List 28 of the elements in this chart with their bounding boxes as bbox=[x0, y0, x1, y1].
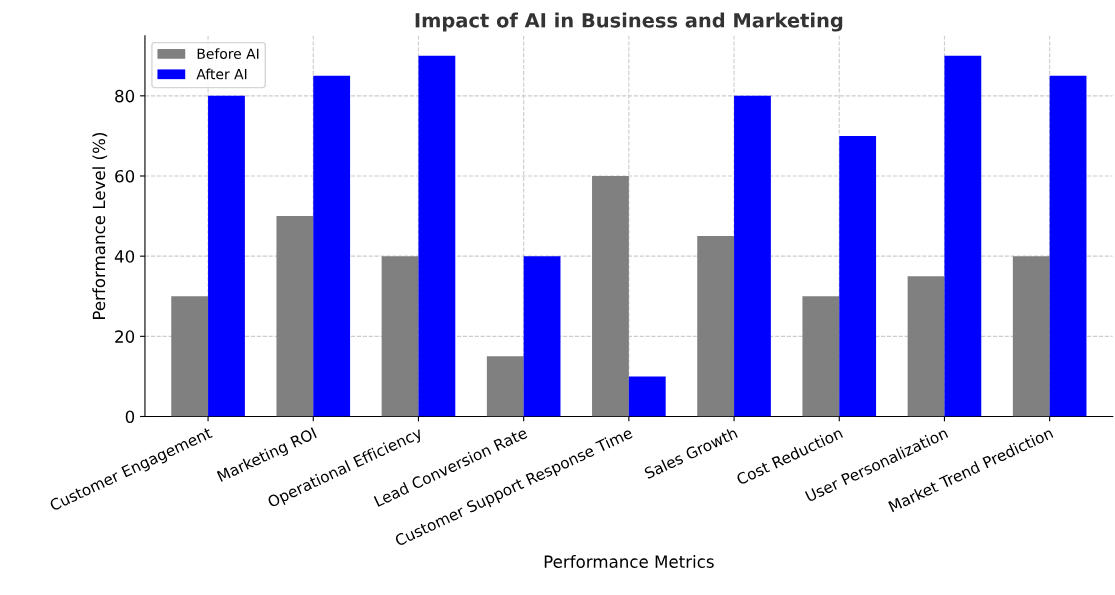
bar bbox=[907, 276, 945, 417]
y-tick-label: 60 bbox=[115, 169, 135, 183]
bar bbox=[418, 55, 456, 417]
bar bbox=[523, 256, 561, 417]
bar bbox=[734, 95, 771, 417]
bar bbox=[381, 256, 419, 417]
bar bbox=[839, 135, 877, 417]
bar bbox=[697, 236, 735, 417]
x-axis-title: Performance Metrics bbox=[544, 555, 714, 568]
bar bbox=[802, 296, 840, 417]
bar bbox=[592, 175, 629, 417]
bar bbox=[486, 356, 524, 417]
bar bbox=[1049, 75, 1087, 417]
bar bbox=[1012, 256, 1050, 417]
bar bbox=[944, 55, 982, 417]
y-axis-title: Performance Level (%) bbox=[92, 133, 108, 319]
bar bbox=[628, 376, 666, 417]
bar bbox=[171, 296, 209, 417]
y-tick-label: 40 bbox=[114, 250, 135, 263]
bar bbox=[276, 216, 314, 417]
legend-label: Before AI bbox=[197, 48, 259, 59]
y-tick-label: 20 bbox=[115, 330, 135, 343]
bar bbox=[208, 95, 245, 417]
chart-title: Impact of AI in Business and Marketing bbox=[415, 12, 843, 32]
y-tick-label: 80 bbox=[115, 89, 135, 103]
bar bbox=[313, 75, 351, 417]
legend-label: After AI bbox=[196, 68, 247, 80]
y-tick-label: 0 bbox=[125, 410, 135, 424]
